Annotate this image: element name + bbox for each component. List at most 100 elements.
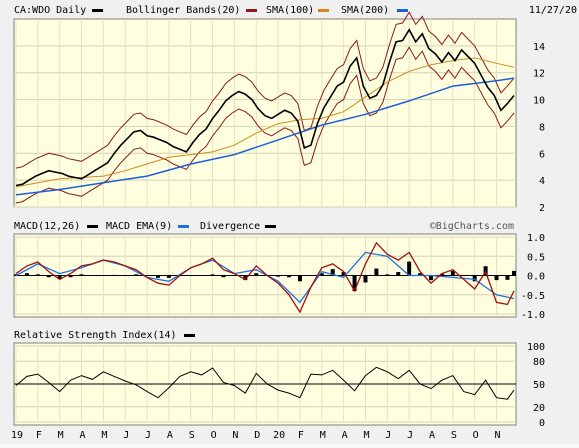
- divergence-bar: [254, 273, 259, 276]
- x-tick-label: J: [123, 430, 129, 441]
- x-tick-label: F: [36, 430, 42, 441]
- x-tick-label: J: [407, 430, 413, 441]
- rsi-header: Relative Strength Index(14): [14, 330, 195, 341]
- rsi-lines: [15, 366, 515, 400]
- divergence-bar: [341, 272, 346, 276]
- y-tick-label: -1.0: [521, 310, 545, 321]
- x-tick-label: J: [385, 430, 391, 441]
- bollinger-lower-band: [15, 46, 515, 204]
- macd-title: MACD(12,26): [14, 221, 80, 232]
- x-tick-label: A: [80, 430, 86, 441]
- divergence-bar: [243, 275, 248, 281]
- y-tick-label: 12: [533, 69, 545, 80]
- x-tick-label: O: [211, 430, 217, 441]
- x-tick-label: A: [429, 430, 435, 441]
- axis-ticks: 2 4 6 8 10 12 14 -1.0 -0.5 0.0 0.5 1.0 0 20 50 80 100 19 F…: [11, 42, 545, 441]
- divergence-bar: [505, 275, 510, 280]
- bollinger-bands: [15, 11, 515, 204]
- price-line: [15, 28, 515, 187]
- divergence-bar: [319, 273, 324, 276]
- divergence-bar: [450, 270, 455, 276]
- divergence-bar: [221, 275, 226, 278]
- y-tick-label: 50: [533, 380, 545, 391]
- divergence-bar: [385, 274, 390, 276]
- divergence-bar: [276, 275, 281, 277]
- y-tick-label: 2: [539, 203, 545, 214]
- x-tick-label: 19: [11, 430, 23, 441]
- y-tick-label: 8: [539, 122, 545, 133]
- symbol-label: CA:WDO Daily: [14, 5, 86, 16]
- divergence-bar: [418, 273, 423, 276]
- x-tick-label: M: [101, 430, 107, 441]
- grid-lines: [14, 19, 516, 423]
- x-tick-label: D: [254, 430, 260, 441]
- price-panel: [13, 18, 517, 208]
- rsi-line: [15, 366, 515, 400]
- divergence-bar: [155, 275, 160, 278]
- y-tick-label: 20: [533, 403, 545, 414]
- divergence-bar: [363, 275, 368, 283]
- watermark: ©BigCharts.com: [430, 221, 514, 232]
- divergence-bar: [24, 273, 29, 276]
- divergence-bar: [112, 274, 117, 276]
- x-tick-label: 20: [273, 430, 285, 441]
- macd-header: MACD(12,26) MACD EMA(9) Divergence ©BigC…: [14, 221, 514, 232]
- legend-sma100-label: SMA(100): [266, 5, 314, 16]
- sma100-line: [15, 57, 515, 188]
- x-tick-label: F: [298, 430, 304, 441]
- y-tick-label: 80: [533, 357, 545, 368]
- divergence-bar: [439, 273, 444, 276]
- macd-lines: [14, 241, 516, 314]
- x-tick-label: N: [232, 430, 238, 441]
- bollinger-upper-band: [15, 11, 515, 169]
- divergence-bar: [461, 275, 466, 277]
- divergence-label: Divergence: [200, 221, 260, 232]
- divergence-bar: [297, 275, 302, 282]
- y-tick-label: 0.0: [527, 272, 545, 283]
- divergence-bar: [352, 275, 357, 292]
- x-tick-label: M: [58, 430, 64, 441]
- legend-bollinger-label: Bollinger Bands(20): [126, 5, 240, 16]
- x-tick-label: A: [342, 430, 348, 441]
- x-tick-label: S: [189, 430, 195, 441]
- legend-sma100-swatch: [318, 9, 329, 12]
- x-tick-label: O: [473, 430, 479, 441]
- legend-bollinger-swatch: [246, 9, 257, 12]
- y-tick-label: 100: [527, 342, 545, 353]
- price-swatch: [92, 9, 103, 12]
- divergence-bar: [396, 272, 401, 276]
- rsi-title: Relative Strength Index(14): [14, 330, 177, 341]
- divergence-bar: [494, 275, 499, 281]
- legend-sma200-swatch: [397, 9, 408, 12]
- macd-line: [15, 241, 515, 314]
- divergence-bar: [429, 275, 433, 281]
- y-tick-label: 0.5: [527, 252, 545, 263]
- divergence-bar: [472, 275, 477, 282]
- y-tick-label: 0: [539, 418, 545, 429]
- x-tick-label: M: [320, 430, 326, 441]
- x-tick-label: J: [145, 430, 151, 441]
- y-tick-label: 1.0: [527, 233, 545, 244]
- divergence-bar: [374, 268, 379, 276]
- rsi-swatch: [184, 334, 195, 337]
- price-lines: [15, 28, 515, 196]
- main-header: CA:WDO Daily Bollinger Bands(20) SMA(100…: [14, 5, 577, 16]
- legend-sma200-label: SMA(200): [341, 5, 389, 16]
- divergence-bar: [68, 275, 73, 278]
- macd-swatch: [87, 225, 98, 228]
- divergence-bar: [210, 274, 215, 276]
- x-tick-label: A: [167, 430, 173, 441]
- y-tick-label: 14: [533, 42, 545, 53]
- divergence-bar: [35, 274, 40, 276]
- divergence-bar: [46, 275, 51, 278]
- x-tick-label: N: [495, 430, 501, 441]
- x-tick-label: S: [451, 430, 457, 441]
- y-tick-label: -0.5: [521, 291, 545, 302]
- divergence-bar: [57, 275, 62, 279]
- y-tick-label: 10: [533, 96, 545, 107]
- divergence-swatch: [265, 225, 276, 228]
- x-tick-label: M: [363, 430, 369, 441]
- divergence-bar: [330, 269, 335, 276]
